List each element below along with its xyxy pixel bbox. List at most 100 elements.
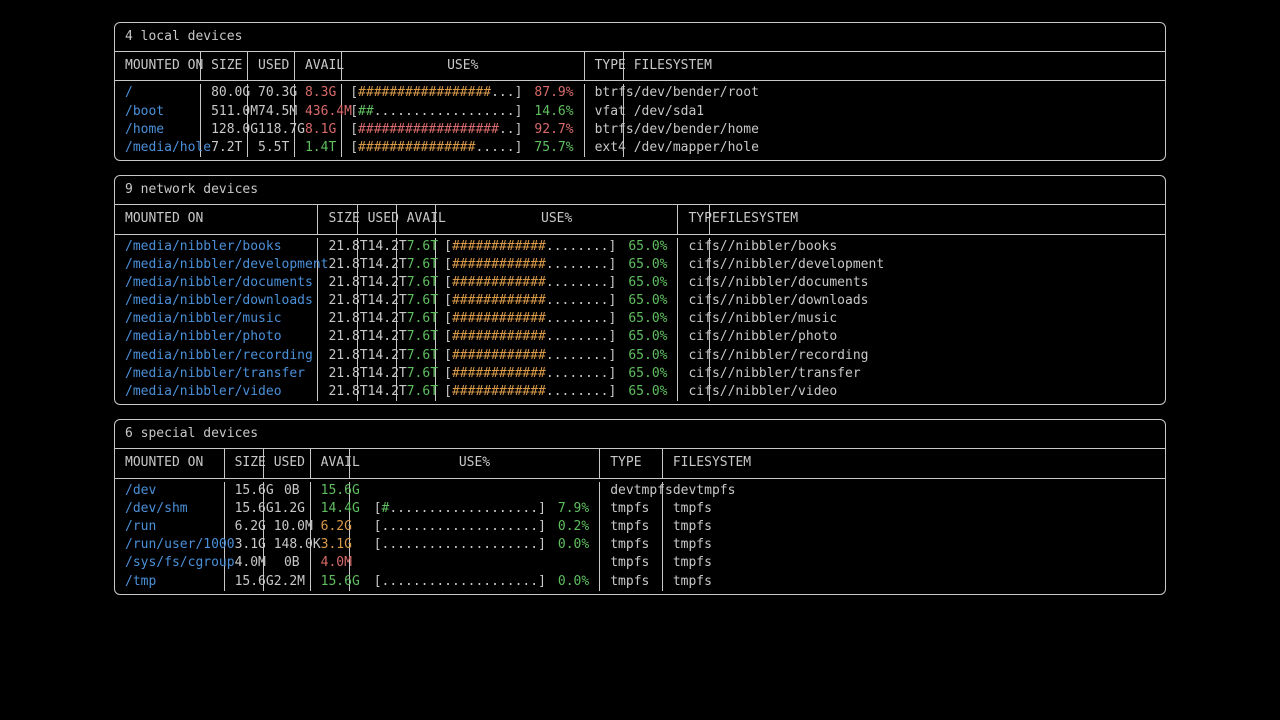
- cell-type: devtmpfs: [600, 482, 663, 500]
- cell-filesystem: tmpfs: [663, 536, 1165, 554]
- usage-bar: [############........]: [444, 365, 616, 383]
- col-use-pct: USE%: [436, 205, 679, 233]
- cell-used: 14.2T: [358, 383, 397, 401]
- cell-use: [....................]0.0%: [350, 536, 600, 554]
- col-filesystem: FILESYSTEM: [710, 205, 1165, 233]
- cell-size: 21.8T: [318, 310, 357, 328]
- cell-mount: /media/nibbler/video: [115, 383, 318, 401]
- cell-mount: /media/nibbler/documents: [115, 274, 318, 292]
- usage-bar: [....................]: [374, 573, 546, 591]
- usage-bar: [....................]: [374, 536, 546, 554]
- cell-avail: 7.6T: [397, 256, 436, 274]
- cell-avail: 15.6G: [311, 482, 350, 500]
- cell-type: cifs: [678, 292, 709, 310]
- table-row: /boot511.0M74.5M436.4M[##...............…: [115, 103, 1165, 121]
- cell-size: 4.0M: [225, 554, 264, 572]
- cell-avail: 14.4G: [311, 500, 350, 518]
- cell-type: cifs: [678, 274, 709, 292]
- disk-usage-report: 4 local devicesMOUNTED ONSIZEUSEDAVAILUS…: [114, 22, 1166, 595]
- cell-type: cifs: [678, 328, 709, 346]
- cell-used: 148.0K: [264, 536, 311, 554]
- col-filesystem: FILESYSTEM: [624, 52, 1165, 80]
- cell-pct: 87.9%: [534, 84, 573, 102]
- cell-mount: /media/nibbler/downloads: [115, 292, 318, 310]
- cell-use: [....................]0.2%: [350, 518, 600, 536]
- table-row: /run6.2G10.0M6.2G[....................]0…: [115, 518, 1165, 536]
- panel-title: 4 local devices: [115, 23, 1165, 52]
- cell-use: [##..................]14.6%: [342, 103, 585, 121]
- cell-mount: /run/user/1000: [115, 536, 225, 554]
- table-row: /home128.0G118.7G8.1G[##################…: [115, 121, 1165, 139]
- cell-used: 10.0M: [264, 518, 311, 536]
- cell-use: [############........]65.0%: [436, 256, 679, 274]
- col-type: TYPE: [600, 449, 663, 477]
- cell-avail: 7.6T: [397, 328, 436, 346]
- table-row: /media/hole7.2T5.5T1.4T[###############.…: [115, 139, 1165, 157]
- col-used: USED: [358, 205, 397, 233]
- cell-use: [############........]65.0%: [436, 328, 679, 346]
- cell-type: cifs: [678, 238, 709, 256]
- cell-filesystem: /dev/bender/home: [624, 121, 1165, 139]
- cell-avail: 15.6G: [311, 573, 350, 591]
- col-mounted-on: MOUNTED ON: [115, 205, 318, 233]
- cell-mount: /media/nibbler/recording: [115, 347, 318, 365]
- cell-use: [#################...]87.9%: [342, 84, 585, 102]
- cell-used: 14.2T: [358, 310, 397, 328]
- cell-type: cifs: [678, 347, 709, 365]
- cell-avail: 8.3G: [295, 84, 342, 102]
- cell-use: [############........]65.0%: [436, 292, 679, 310]
- table-row: /sys/fs/cgroup4.0M0B4.0M tmpfstmpfs: [115, 554, 1165, 572]
- cell-use: [############........]65.0%: [436, 310, 679, 328]
- cell-pct: 65.0%: [628, 256, 667, 274]
- table-row: /media/nibbler/photo21.8T14.2T7.6T[#####…: [115, 328, 1165, 346]
- cell-size: 15.6G: [225, 573, 264, 591]
- cell-pct: 14.6%: [534, 103, 573, 121]
- cell-used: 0B: [264, 482, 311, 500]
- cell-pct: 65.0%: [628, 310, 667, 328]
- cell-avail: 7.6T: [397, 347, 436, 365]
- col-size: SIZE: [318, 205, 357, 233]
- table-body: /media/nibbler/books21.8T14.2T7.6T[#####…: [115, 235, 1165, 405]
- cell-avail: 1.4T: [295, 139, 342, 157]
- cell-pct: 65.0%: [628, 347, 667, 365]
- cell-pct: 65.0%: [628, 292, 667, 310]
- cell-filesystem: devtmpfs: [663, 482, 1165, 500]
- table-row: /media/nibbler/downloads21.8T14.2T7.6T[#…: [115, 292, 1165, 310]
- col-mounted-on: MOUNTED ON: [115, 52, 201, 80]
- cell-type: cifs: [678, 256, 709, 274]
- cell-size: 7.2T: [201, 139, 248, 157]
- cell-pct: 65.0%: [628, 274, 667, 292]
- cell-pct: [581, 482, 589, 500]
- table-body: /80.0G70.3G8.3G[#################...]87.…: [115, 81, 1165, 160]
- cell-avail: 436.4M: [295, 103, 342, 121]
- col-type: TYPE: [585, 52, 624, 80]
- cell-mount: /: [115, 84, 201, 102]
- cell-filesystem: //nibbler/books: [710, 238, 1165, 256]
- cell-type: tmpfs: [600, 573, 663, 591]
- cell-type: tmpfs: [600, 500, 663, 518]
- cell-used: 5.5T: [248, 139, 295, 157]
- cell-mount: /media/nibbler/photo: [115, 328, 318, 346]
- col-avail: AVAIL: [397, 205, 436, 233]
- cell-use: [############........]65.0%: [436, 347, 679, 365]
- cell-used: 14.2T: [358, 292, 397, 310]
- cell-filesystem: //nibbler/music: [710, 310, 1165, 328]
- table-body: /dev15.6G0B15.6G devtmpfsdevtmpfs/dev/sh…: [115, 479, 1165, 594]
- cell-pct: 7.9%: [558, 500, 589, 518]
- cell-mount: /media/nibbler/books: [115, 238, 318, 256]
- cell-use: [....................]0.0%: [350, 573, 600, 591]
- cell-size: 80.0G: [201, 84, 248, 102]
- cell-pct: [581, 554, 589, 572]
- col-size: SIZE: [201, 52, 248, 80]
- cell-filesystem: //nibbler/photo: [710, 328, 1165, 346]
- cell-mount: /dev/shm: [115, 500, 225, 518]
- table-row: /media/nibbler/transfer21.8T14.2T7.6T[##…: [115, 365, 1165, 383]
- cell-used: 14.2T: [358, 256, 397, 274]
- table-row: /80.0G70.3G8.3G[#################...]87.…: [115, 84, 1165, 102]
- cell-filesystem: tmpfs: [663, 518, 1165, 536]
- usage-bar: [############........]: [444, 238, 616, 256]
- cell-type: cifs: [678, 310, 709, 328]
- cell-use: [############........]65.0%: [436, 383, 679, 401]
- cell-pct: 75.7%: [534, 139, 573, 157]
- usage-bar: [############........]: [444, 274, 616, 292]
